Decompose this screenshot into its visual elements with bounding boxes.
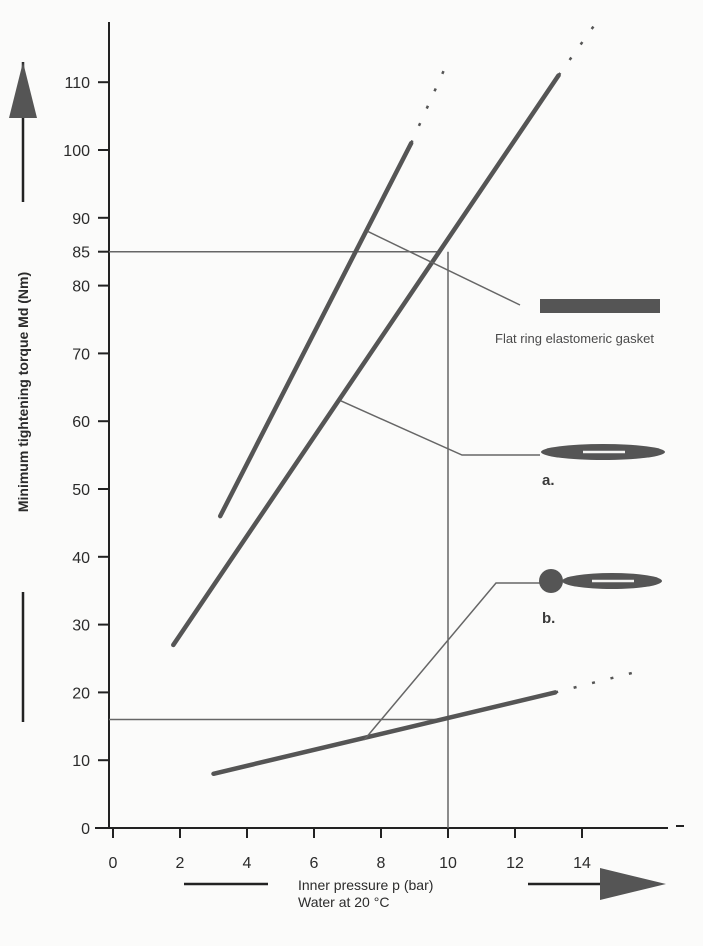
x-tick-label: 10: [439, 855, 457, 872]
series-line-b: [211, 690, 558, 777]
y-tick-label: 90: [72, 211, 90, 228]
y-tick-label: 0: [81, 821, 90, 838]
y-tick-label: 80: [72, 279, 90, 296]
y-tick-label: 85: [72, 245, 90, 262]
gasket-b-bead: [539, 569, 563, 593]
x-axis-subtitle: Water at 20 °C: [298, 894, 389, 910]
y-tick-label: 20: [72, 685, 90, 702]
y-axis-arrow-icon: [9, 62, 37, 118]
y-tick-label: 30: [72, 618, 90, 635]
x-tick-label: 12: [506, 855, 524, 872]
y-tick-label: 110: [64, 75, 90, 92]
gasket-a-label: a.: [542, 472, 555, 489]
series-line-a: [171, 73, 561, 648]
y-tick-label: 70: [72, 346, 90, 363]
x-axis-arrow-icon: [600, 868, 666, 900]
series-extension-a: [557, 13, 604, 77]
y-tick-label: 10: [72, 753, 90, 770]
x-tick-label: 6: [310, 855, 319, 872]
y-tick-label: 60: [72, 414, 90, 431]
x-tick-label: 2: [176, 855, 185, 872]
x-axis-title: Inner pressure p (bar): [298, 877, 433, 893]
y-axis-title: Minimum tightening torque Md (Nm): [15, 272, 31, 512]
flat-ring-gasket-icon: [540, 299, 660, 313]
flat-ring-leader: [367, 230, 521, 306]
gasket-b-leader: [363, 582, 540, 741]
x-tick-label: 4: [243, 855, 252, 872]
x-tick-label: 8: [377, 855, 386, 872]
gasket-b-label: b.: [542, 610, 555, 627]
x-tick-label: 0: [109, 855, 118, 872]
flat-ring-label: Flat ring elastomeric gasket: [495, 331, 654, 346]
y-tick-label: 40: [72, 550, 90, 567]
series-line-flat-ring: [217, 140, 414, 519]
x-tick-label: 14: [573, 855, 591, 872]
gasket-a-leader: [340, 400, 540, 456]
series-extension-b: [554, 670, 636, 694]
series-extension-flat-ring: [410, 68, 446, 144]
y-tick-label: 50: [72, 482, 90, 499]
y-tick-label: 100: [63, 143, 90, 160]
